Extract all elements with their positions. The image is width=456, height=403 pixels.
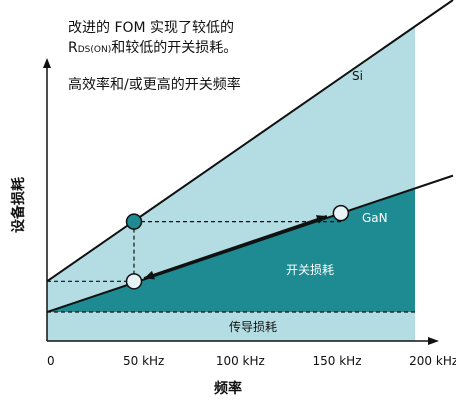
- labels-layer: 0 50 kHz 100 kHz 150 kHz 200 kHz Si GaN 开关损耗传导损…: [47, 69, 456, 368]
- y-axis-label: 设备损耗: [11, 177, 27, 233]
- axes-layer: [43, 58, 439, 345]
- si-point-marker: [125, 213, 143, 230]
- x-axis-arrowhead: [428, 337, 439, 345]
- gan-line: [46, 174, 454, 313]
- si-series-label: Si: [352, 69, 363, 83]
- si-region: [47, 26, 415, 313]
- x-tick-label: 150 kHz: [313, 354, 362, 368]
- annotation-line-3: 高效率和/或更高的开关频率: [68, 77, 241, 93]
- annotation-line-1: 改进的 FOM 实现了较低的: [68, 20, 235, 36]
- gan-series-label: GaN: [362, 211, 388, 225]
- annotation-line-2: RDS(ON)和较低的开关损耗。: [68, 40, 237, 58]
- x-tick-label: 200 kHz: [409, 354, 456, 368]
- si-line: [46, 0, 454, 283]
- gan-point-same-frequency: [125, 273, 143, 290]
- y-axis-arrowhead: [43, 58, 51, 68]
- x-axis-label: 频率: [214, 381, 242, 397]
- conduction-loss-band: [47, 312, 415, 341]
- x-tick-label: 100 kHz: [216, 354, 265, 368]
- series-lines-layer: [46, 0, 454, 313]
- switching-loss-label: 开关损耗: [286, 263, 334, 277]
- guide-lines-layer: [47, 221, 415, 313]
- comparison-arrowhead-right: [315, 215, 327, 224]
- marks-layer: [125, 204, 350, 290]
- comparison-arrow-line: [143, 214, 328, 280]
- gan-point-higher-frequency: [332, 204, 350, 222]
- annotation-r: R: [68, 40, 78, 56]
- comparison-arrowhead-left: [144, 270, 155, 280]
- annotation-line-2-text: 和较低的开关损耗。: [111, 40, 238, 56]
- x-tick-label: 0: [47, 354, 55, 368]
- conduction-loss-label: 传导损耗: [229, 319, 277, 334]
- annotation-rdson-subscript: DS(ON): [77, 45, 112, 55]
- x-tick-label: 50 kHz: [123, 354, 164, 368]
